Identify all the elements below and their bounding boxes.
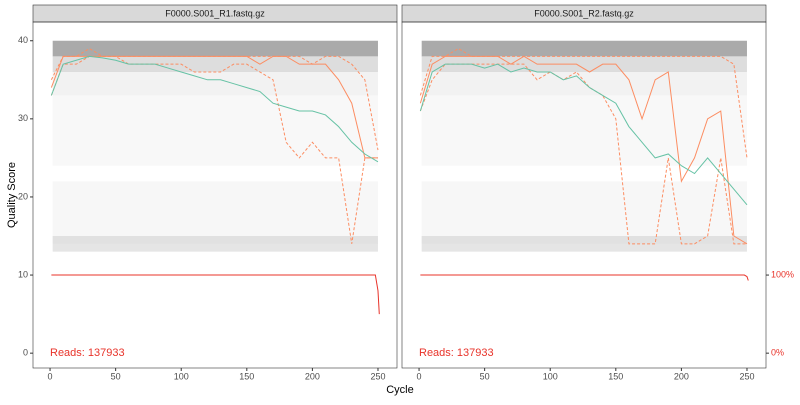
y-axis-label: Quality Score xyxy=(6,162,18,228)
heat-band xyxy=(52,181,378,244)
x-axis-label: Cycle xyxy=(386,384,414,396)
facet-title: F0000.S001_R1.fastq.gz xyxy=(165,8,265,18)
y-tick-label: 10 xyxy=(18,269,28,279)
quality-line xyxy=(50,55,379,163)
heat-band xyxy=(421,56,747,72)
x-tick-label: 100 xyxy=(543,371,558,381)
heat-band xyxy=(421,181,747,244)
reads-line xyxy=(51,274,380,315)
x-tick-label: 150 xyxy=(608,371,623,381)
heat-band xyxy=(421,40,747,57)
reads-label: Reads: 137933 xyxy=(50,347,125,359)
y-tick-label: 40 xyxy=(18,35,28,45)
quartile-line xyxy=(419,63,747,245)
heat-band xyxy=(421,71,747,96)
y-tick-label: 30 xyxy=(18,113,28,123)
heat-band xyxy=(52,71,378,96)
x-tick-label: 0 xyxy=(417,371,422,381)
heat-band xyxy=(421,95,747,166)
panel-border xyxy=(401,21,767,369)
heat-band xyxy=(52,40,378,57)
quality-line xyxy=(419,63,748,206)
x-tick-label: 250 xyxy=(370,371,385,381)
reads-label: Reads: 137933 xyxy=(419,347,494,359)
facet-title: F0000.S001_R2.fastq.gz xyxy=(534,8,634,18)
heat-band xyxy=(421,236,747,252)
x-tick-label: 100 xyxy=(174,371,189,381)
y-tick-label: 20 xyxy=(18,191,28,201)
y2-tick-label: 100% xyxy=(771,269,794,279)
quality-line xyxy=(50,55,378,159)
x-tick-label: 150 xyxy=(239,371,254,381)
quality-line xyxy=(419,55,748,245)
heat-band xyxy=(52,56,378,72)
heat-band xyxy=(52,236,378,252)
x-tick-label: 250 xyxy=(739,371,754,381)
x-tick-label: 0 xyxy=(48,371,53,381)
x-tick-label: 200 xyxy=(305,371,320,381)
heat-band xyxy=(52,95,378,166)
x-tick-label: 50 xyxy=(480,371,490,381)
x-tick-label: 50 xyxy=(111,371,121,381)
y-tick-label: 0 xyxy=(23,348,28,358)
x-tick-label: 200 xyxy=(674,371,689,381)
y2-tick-label: 0% xyxy=(771,348,784,358)
reads-line xyxy=(420,274,749,281)
panel-border xyxy=(32,21,398,369)
